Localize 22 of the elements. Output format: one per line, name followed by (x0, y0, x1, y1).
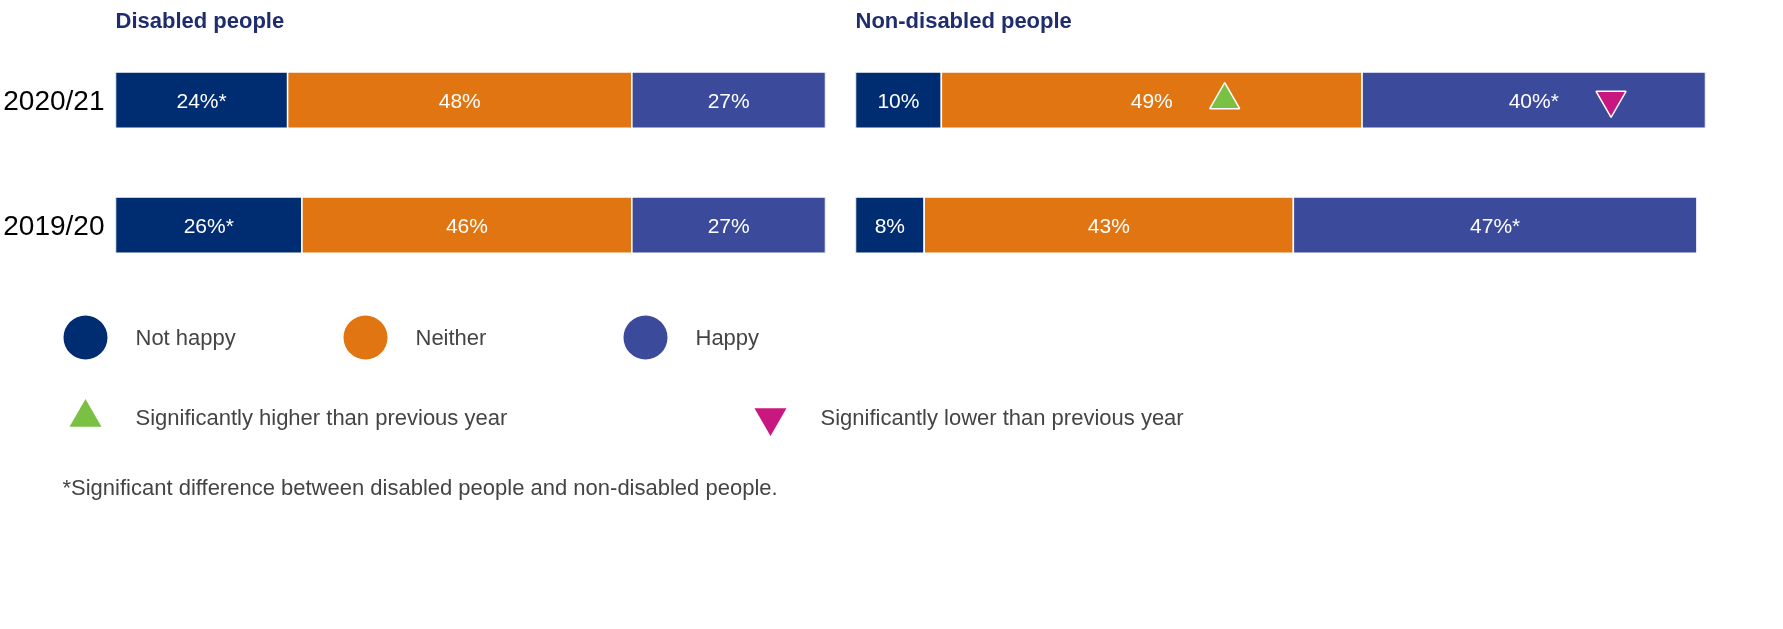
data-label: 47%* (1470, 213, 1521, 237)
legend-label: Not happy (135, 325, 236, 350)
data-label: 26%* (183, 213, 234, 237)
legend-label: Significantly higher than previous year (135, 405, 508, 430)
data-label: 43% (1087, 213, 1130, 237)
legend-label: Significantly lower than previous year (820, 405, 1184, 430)
data-label: 8% (874, 213, 906, 237)
data-label: 27% (707, 213, 750, 237)
data-label: 48% (438, 88, 481, 112)
data-label: 10% (877, 88, 920, 112)
chart-title: Non-disabled people (855, 7, 1072, 33)
data-label: 49% (1130, 88, 1173, 112)
text: *Significant difference between disabled people and non-disabled people. (62, 475, 778, 500)
chart-title: Disabled people (115, 7, 285, 33)
data-label: 27% (707, 88, 750, 112)
legend-label: Neither (415, 325, 487, 350)
data-label: 24%* (176, 88, 227, 112)
y-tick-label: 2020/21 (3, 84, 105, 116)
legend-label: Happy (695, 325, 760, 350)
y-tick-label: 2019/20 (3, 209, 105, 241)
data-label: 46% (445, 213, 488, 237)
data-label: 40%* (1508, 88, 1559, 112)
